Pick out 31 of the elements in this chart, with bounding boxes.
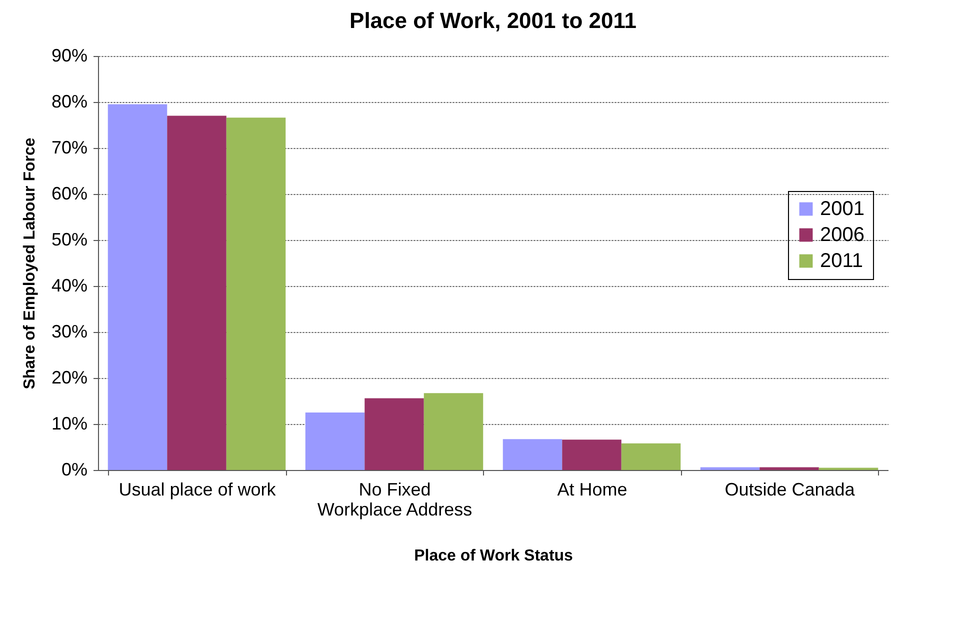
bar: [621, 443, 681, 470]
legend-label: 2011: [820, 250, 864, 272]
y-tick-label: 50%: [51, 230, 88, 250]
y-tick-label: 90%: [51, 46, 88, 66]
x-tick-label: No Fixed Workplace Address: [317, 480, 472, 520]
bar: [502, 439, 562, 470]
y-tick-label: 20%: [51, 368, 88, 388]
y-tick-label: 60%: [51, 184, 88, 204]
x-tick-label: Usual place of work: [118, 480, 277, 500]
y-tick-label: 10%: [51, 414, 88, 434]
y-tick-label: 80%: [51, 92, 88, 112]
y-tick-label: 30%: [51, 322, 88, 342]
x-tick-label: At Home: [557, 480, 628, 500]
bar: [226, 118, 286, 470]
bar: [108, 104, 168, 470]
bar: [760, 467, 819, 470]
x-tick-label: Outside Canada: [724, 480, 856, 500]
y-tick-label: 40%: [51, 276, 88, 296]
y-tick-label: 0%: [61, 460, 88, 480]
bar: [167, 116, 226, 470]
bar: [424, 393, 484, 470]
chart-title: Place of Work, 2001 to 2011: [350, 8, 636, 33]
y-axis-title: Share of Employed Labour Force: [21, 138, 38, 390]
legend-label: 2001: [820, 198, 864, 220]
bar: [364, 398, 424, 470]
bar: [305, 412, 365, 470]
legend-label: 2006: [820, 224, 864, 246]
bar: [562, 440, 622, 470]
x-axis-title: Place of Work Status: [414, 548, 574, 564]
y-tick-label: 70%: [51, 138, 88, 158]
bar: [700, 467, 760, 470]
